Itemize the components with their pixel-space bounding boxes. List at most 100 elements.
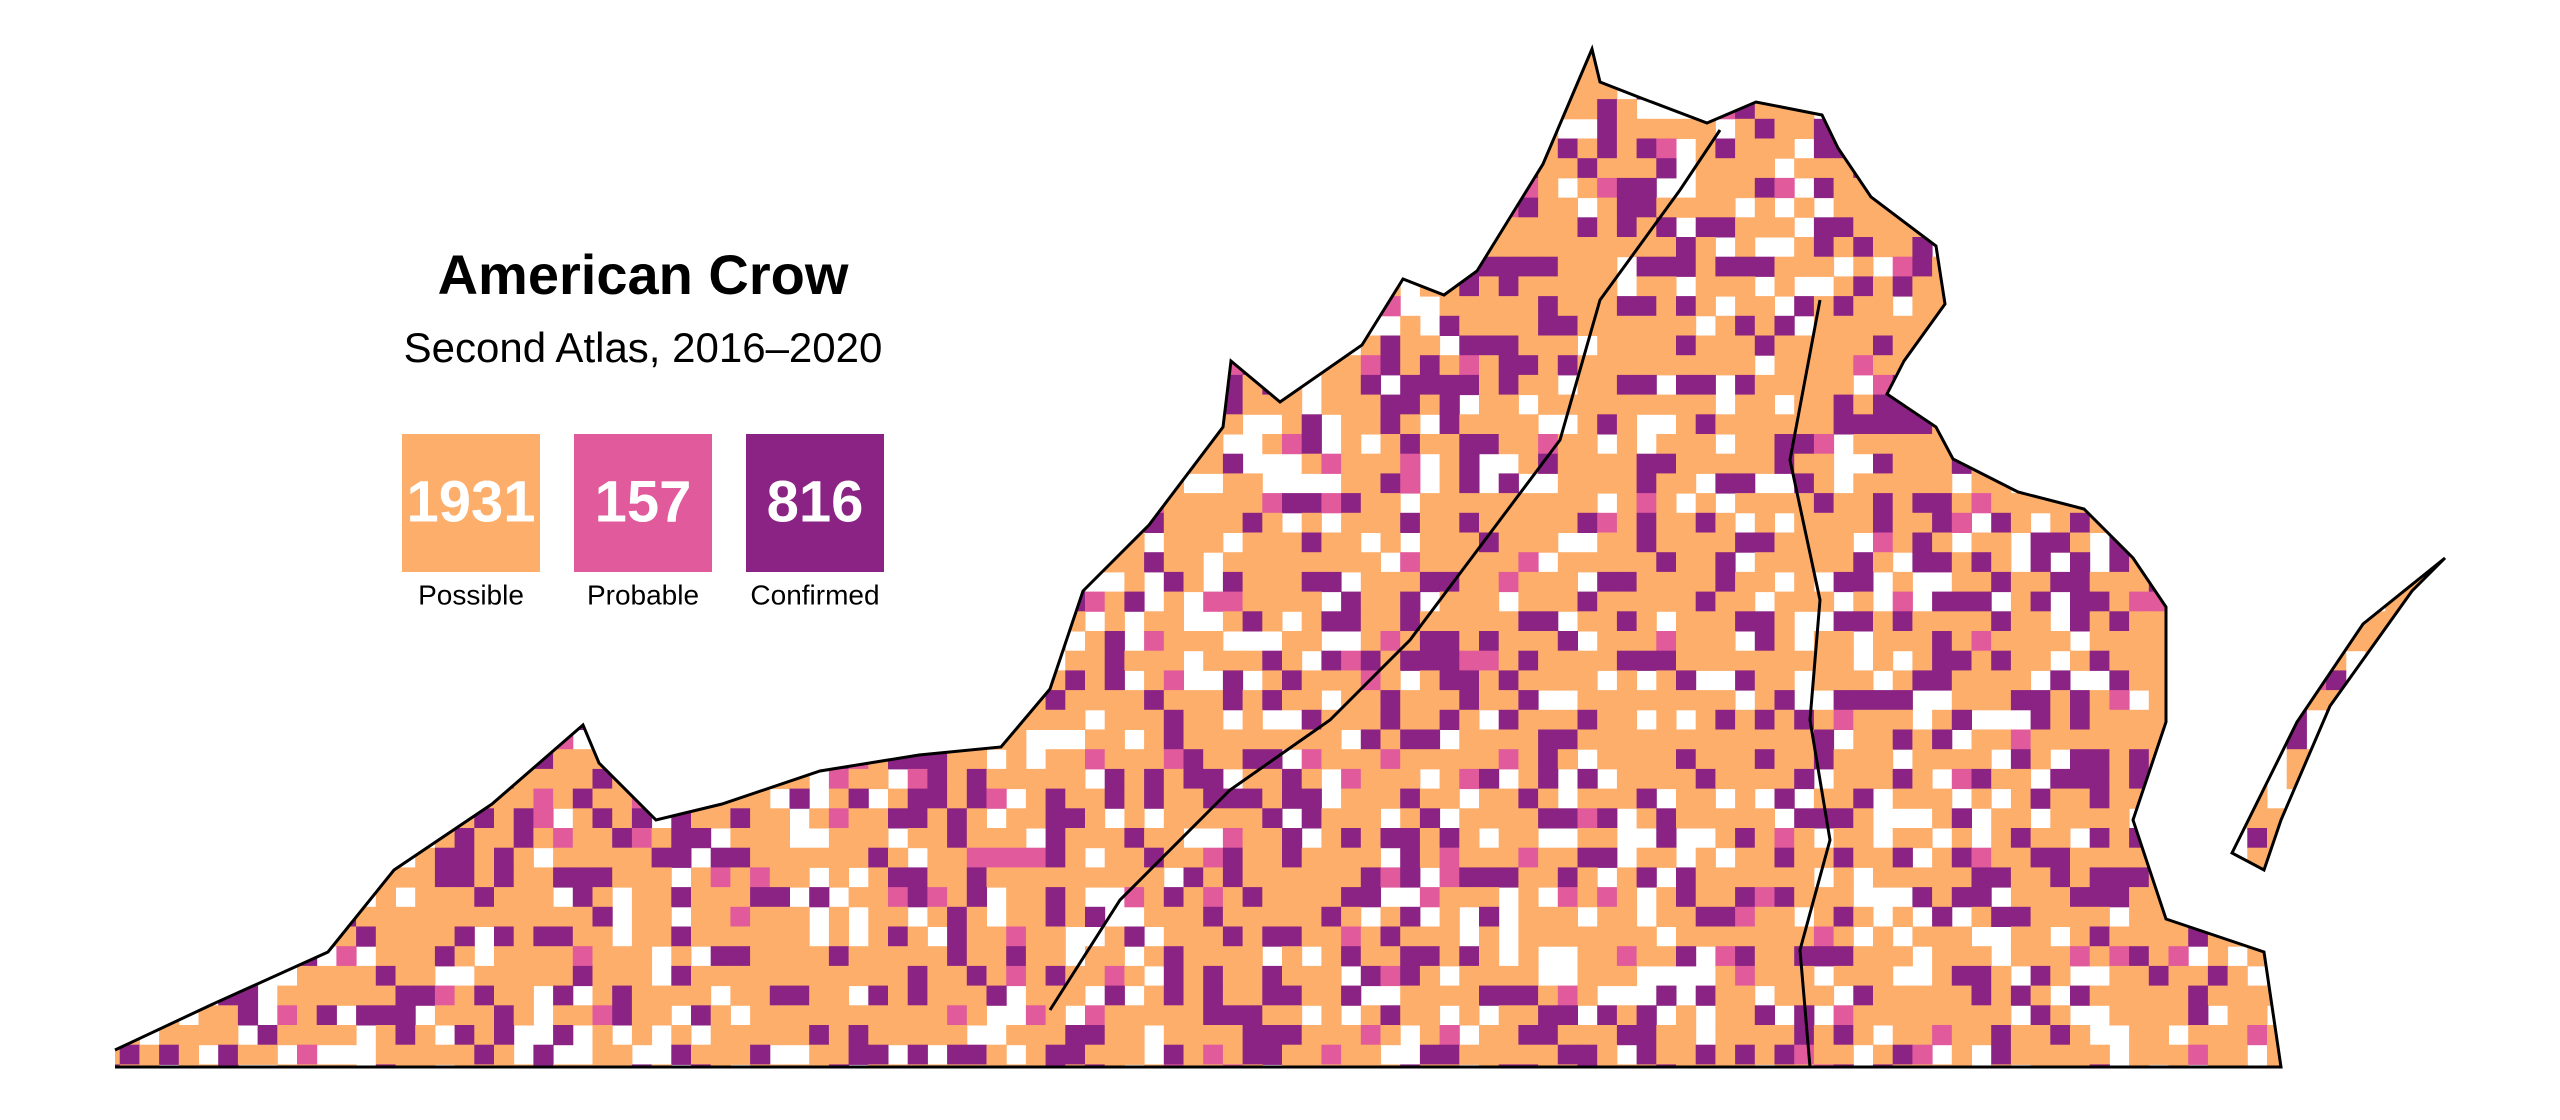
atlas-cell — [474, 808, 495, 829]
atlas-cell — [2207, 473, 2229, 494]
atlas-cell — [2010, 394, 2032, 415]
atlas-cell — [1262, 49, 1283, 61]
atlas-cell — [1025, 138, 1047, 159]
atlas-cell — [888, 631, 909, 652]
atlas-cell — [159, 99, 180, 120]
atlas-cell — [2385, 99, 2406, 120]
atlas-cell — [907, 197, 928, 218]
atlas-cell — [356, 434, 377, 455]
atlas-cell — [1695, 808, 1716, 829]
atlas-cell — [2148, 847, 2169, 868]
atlas-cell — [809, 985, 830, 1006]
atlas-cell — [1676, 887, 1697, 908]
atlas-cell — [2168, 256, 2189, 277]
atlas-cell — [1341, 552, 1362, 573]
atlas-cell — [848, 138, 869, 159]
atlas-cell — [2404, 256, 2426, 277]
atlas-cell — [2385, 867, 2406, 888]
atlas-cell — [1085, 1005, 1106, 1026]
atlas-cell — [1479, 887, 1500, 908]
atlas-cell — [257, 611, 278, 632]
atlas-cell — [710, 138, 731, 159]
atlas-cell — [1242, 887, 1263, 908]
atlas-cell — [907, 729, 928, 750]
atlas-cell — [1518, 355, 1539, 376]
atlas-cell — [1321, 650, 1342, 671]
atlas-cell — [1557, 631, 1578, 652]
atlas-cell — [395, 79, 416, 100]
atlas-cell — [257, 414, 278, 435]
atlas-cell — [159, 177, 180, 199]
atlas-cell — [1715, 315, 1736, 336]
atlas-cell — [553, 158, 574, 179]
atlas-cell — [1538, 631, 1559, 652]
atlas-cell — [494, 709, 515, 730]
atlas-cell — [2030, 237, 2051, 258]
atlas-cell — [986, 847, 1007, 868]
atlas-cell — [1203, 946, 1224, 967]
atlas-cell — [1045, 512, 1066, 533]
atlas-cell — [139, 414, 160, 435]
atlas-cell — [986, 926, 1007, 947]
atlas-cell — [1321, 296, 1342, 317]
atlas-cell — [769, 808, 790, 829]
atlas-cell — [572, 926, 593, 947]
atlas-cell — [1341, 493, 1362, 514]
atlas-cell — [1321, 276, 1342, 297]
atlas-cell — [986, 571, 1007, 593]
atlas-cell — [139, 158, 160, 179]
atlas-cell — [1498, 749, 1519, 770]
atlas-cell — [1557, 512, 1578, 533]
atlas-cell — [277, 985, 298, 1006]
atlas-cell — [1754, 611, 1775, 632]
atlas-cell — [2286, 591, 2307, 612]
atlas-cell — [2129, 158, 2150, 179]
atlas-cell — [454, 414, 475, 435]
atlas-cell — [2385, 808, 2406, 829]
atlas-cell — [237, 571, 259, 593]
atlas-cell — [1597, 296, 1618, 317]
atlas-cell — [1242, 690, 1263, 711]
atlas-cell — [927, 867, 948, 888]
atlas-cell — [1479, 414, 1500, 435]
atlas-cell — [612, 729, 633, 750]
atlas-cell — [1124, 571, 1145, 593]
atlas-cell — [986, 591, 1007, 612]
atlas-cell — [1104, 335, 1125, 356]
atlas-cell — [395, 926, 416, 947]
atlas-cell — [612, 946, 633, 967]
atlas-cell — [2010, 906, 2032, 927]
atlas-cell — [2227, 118, 2248, 139]
atlas-cell — [750, 965, 771, 987]
atlas-cell — [828, 985, 850, 1006]
atlas-cell — [533, 690, 554, 711]
atlas-cell — [691, 414, 712, 435]
atlas-cell — [1124, 335, 1145, 356]
atlas-cell — [1912, 650, 1933, 671]
atlas-cell — [2070, 808, 2091, 829]
atlas-cell — [415, 690, 436, 711]
atlas-cell — [257, 217, 278, 238]
atlas-cell — [2129, 256, 2150, 277]
atlas-cell — [1360, 965, 1381, 987]
atlas-cell — [2030, 197, 2051, 218]
atlas-cell — [1065, 650, 1086, 671]
atlas-cell — [1360, 828, 1381, 849]
atlas-cell — [297, 690, 318, 711]
atlas-cell — [592, 828, 613, 849]
atlas-cell — [198, 1025, 219, 1046]
atlas-cell — [1360, 552, 1381, 573]
atlas-cell — [750, 847, 771, 868]
atlas-cell — [218, 749, 239, 770]
atlas-cell — [257, 256, 278, 277]
atlas-cell — [454, 749, 475, 770]
atlas-cell — [572, 59, 593, 80]
atlas-cell — [1163, 808, 1184, 829]
atlas-cell — [1754, 532, 1775, 553]
atlas-cell — [750, 906, 771, 927]
atlas-cell — [2207, 158, 2229, 179]
atlas-cell — [947, 985, 968, 1006]
atlas-cell — [1321, 335, 1342, 356]
atlas-cell — [828, 926, 850, 947]
atlas-cell — [2207, 887, 2229, 908]
